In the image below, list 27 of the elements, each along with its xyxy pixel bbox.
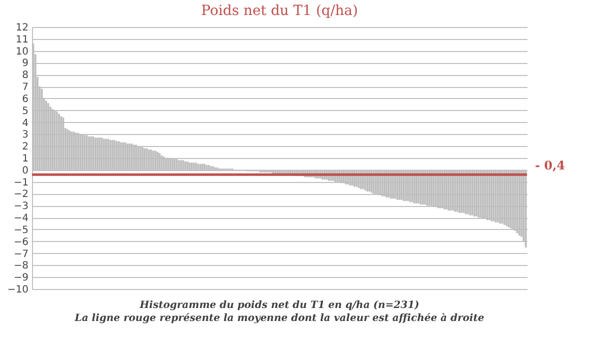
y-tick-label: 3 [22,130,28,141]
y-tick-label: 10 [16,46,28,58]
y-tick-label: 9 [22,58,28,70]
y-tick-label: 4 [22,118,28,129]
y-tick-label: −1 [14,177,28,188]
y-tick-label: 5 [22,106,28,117]
chart-title: Poids net du T1 (q/ha) [201,3,358,19]
y-tick-label: −3 [14,201,28,212]
text: Histogramme du poids net du T1 en q/ha (n=231) [138,300,420,311]
y-tick-label: 1 [22,154,28,164]
y-tick-label: −7 [14,248,28,260]
y-tick-label: 12 [16,22,28,34]
y-tick-label: 11 [16,34,28,46]
y-tick-label: −6 [14,236,28,248]
y-tick-label: −5 [14,224,28,236]
y-tick-label: −8 [14,260,28,272]
y-tick-label: −10 [7,284,28,296]
y-tick-label: −2 [14,189,28,200]
y-tick-label: −4 [14,213,28,224]
y-tick-label: 2 [22,142,28,153]
y-tick-label: 8 [22,70,28,82]
ref-line-label: - 0,4 [535,158,566,173]
y-tick-label: 6 [22,94,28,105]
text: La ligne rouge représente la moyenne dont la valeur est affichée à droite [74,313,484,324]
y-tick-label: −9 [14,272,28,284]
y-tick-label: 7 [22,82,28,94]
y-tick-label: 0 [22,165,28,176]
